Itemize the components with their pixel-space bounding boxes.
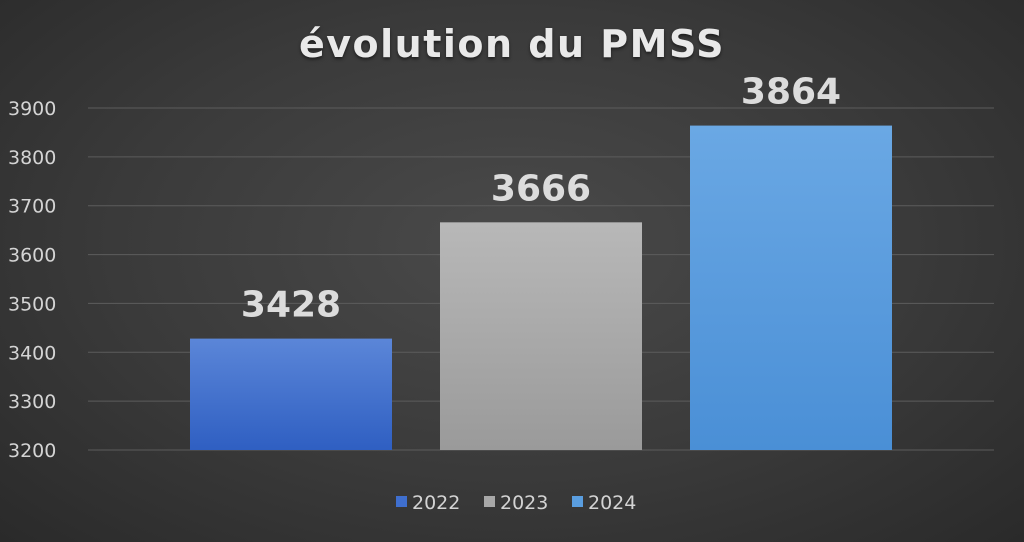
legend-swatch [396, 496, 407, 507]
y-tick-label: 3500 [8, 293, 56, 315]
y-tick-label: 3900 [8, 98, 56, 120]
legend-item-2023: 2023 [484, 492, 548, 514]
y-tick-label: 3700 [8, 196, 56, 218]
bar-2022 [190, 338, 392, 450]
legend-label: 2022 [412, 492, 460, 514]
legend-label: 2023 [500, 492, 548, 514]
y-tick-label: 3300 [8, 391, 56, 413]
chart-title: évolution du PMSS [299, 22, 725, 66]
y-tick-label: 3800 [8, 147, 56, 169]
legend-item-2022: 2022 [396, 492, 460, 514]
y-tick-label: 3600 [8, 245, 56, 267]
legend-swatch [484, 496, 495, 507]
data-label-2024: 3864 [741, 72, 841, 113]
data-label-2023: 3666 [491, 168, 591, 209]
data-label-2022: 3428 [241, 285, 341, 326]
bar-2023 [440, 222, 642, 450]
y-tick-label: 3400 [8, 342, 56, 364]
y-tick-label: 3200 [8, 440, 56, 462]
legend-item-2024: 2024 [572, 492, 636, 514]
bar-2024 [690, 125, 892, 451]
legend-label: 2024 [588, 492, 636, 514]
legend-swatch [572, 496, 583, 507]
